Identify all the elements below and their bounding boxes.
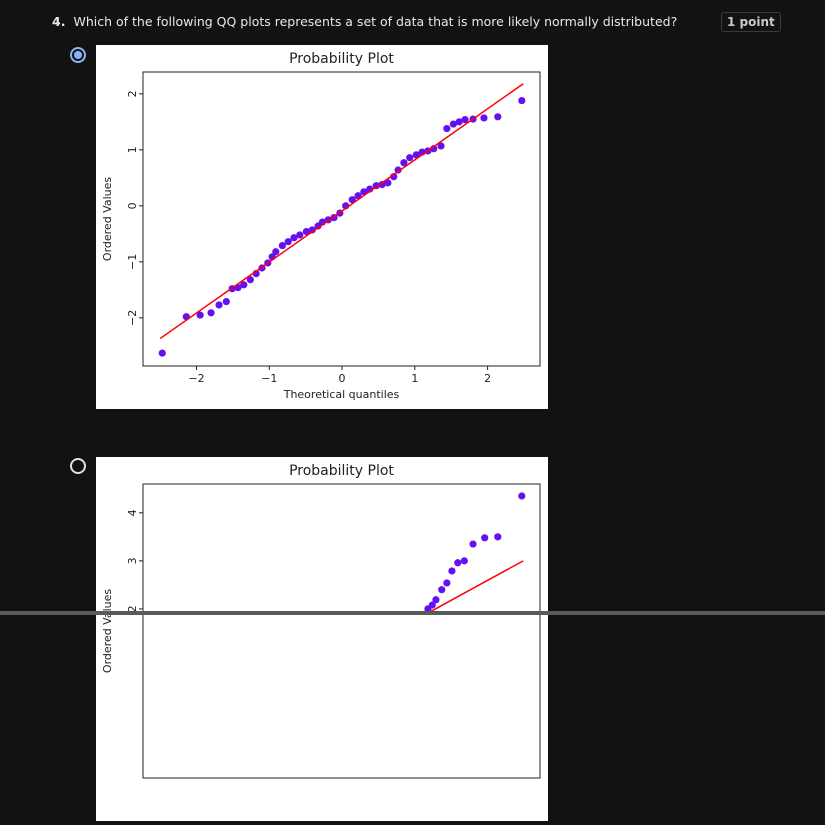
data-point [448, 567, 456, 575]
x-tick-label: −2 [188, 372, 204, 385]
data-point [284, 238, 292, 246]
x-tick-label: −1 [261, 372, 277, 385]
y-tick-label: 0 [126, 202, 139, 209]
plot-frame [142, 71, 541, 367]
question-text: Which of the following QQ plots represen… [73, 14, 678, 29]
fit-line [429, 560, 524, 613]
data-point [469, 540, 477, 548]
radio-button[interactable] [70, 47, 86, 63]
y-axis-label: Ordered Values [101, 589, 114, 673]
data-point [518, 492, 526, 500]
y-axis-label: Ordered Values [101, 177, 114, 261]
y-tick-label: −2 [126, 310, 139, 326]
data-point [438, 586, 446, 594]
x-tick-label: 2 [484, 372, 491, 385]
data-point [384, 179, 392, 187]
y-tick-label: 3 [126, 557, 139, 564]
chart: Probability Plot −2 −1 0 1 2 −2 −1 0 1 2 Theoretica… [101, 51, 541, 401]
data-point [196, 311, 204, 319]
question: 4. Which of the following QQ plots repres… [52, 14, 677, 29]
radio-button[interactable] [70, 458, 86, 474]
data-point [518, 96, 526, 105]
points-badge: 1 point [721, 12, 781, 32]
data-point [443, 579, 451, 587]
y-tick-label: 2 [126, 90, 139, 97]
data-point [390, 173, 398, 181]
page: 4. Which of the following QQ plots repres… [0, 12, 825, 821]
data-point [207, 309, 215, 317]
fit-line [159, 83, 524, 340]
data-point [443, 124, 451, 133]
data-point [246, 276, 254, 284]
data-point [158, 349, 166, 357]
data-point [272, 248, 280, 256]
data-point [378, 180, 386, 189]
data-point [308, 226, 316, 234]
data-point [302, 228, 310, 236]
data-point [455, 118, 463, 126]
x-tick-label: 1 [411, 372, 418, 385]
chart-card: Probability Plot 2 3 4 Ordered Values [96, 457, 548, 821]
data-point [481, 534, 489, 542]
data-point [400, 159, 408, 167]
chart-title: Probability Plot [289, 463, 394, 479]
y-tick-label: −1 [126, 254, 139, 270]
data-point [215, 301, 223, 309]
data-point [428, 601, 436, 609]
data-point [437, 142, 445, 150]
data-point [240, 281, 248, 289]
data-point [449, 120, 457, 128]
data-point [480, 114, 488, 122]
data-point [278, 242, 286, 250]
data-point [296, 231, 304, 239]
question-number: 4. [52, 14, 66, 29]
chart-title: Probability Plot [289, 51, 394, 67]
data-point [394, 166, 402, 174]
data-point [494, 533, 502, 541]
data-point [454, 559, 462, 567]
data-point [460, 557, 468, 565]
y-tick-label: 1 [126, 146, 139, 153]
x-axis-label: Theoretical quantiles [283, 388, 400, 401]
data-point [406, 154, 414, 162]
x-tick-label: 0 [339, 372, 346, 385]
plot-frame [142, 483, 541, 779]
data-point [461, 116, 469, 124]
scrollbar [0, 611, 825, 615]
chart: Probability Plot 2 3 4 Ordered Values [101, 463, 541, 779]
chart-card: Probability Plot −2 −1 0 1 2 −2 −1 0 1 2 Theoretica… [96, 45, 548, 409]
data-point [290, 234, 298, 242]
data-point [432, 596, 440, 604]
data-point [348, 196, 356, 204]
data-point [222, 298, 230, 306]
y-tick-label: 2 [126, 605, 139, 612]
y-tick-label: 4 [126, 509, 139, 516]
data-point [494, 113, 502, 121]
